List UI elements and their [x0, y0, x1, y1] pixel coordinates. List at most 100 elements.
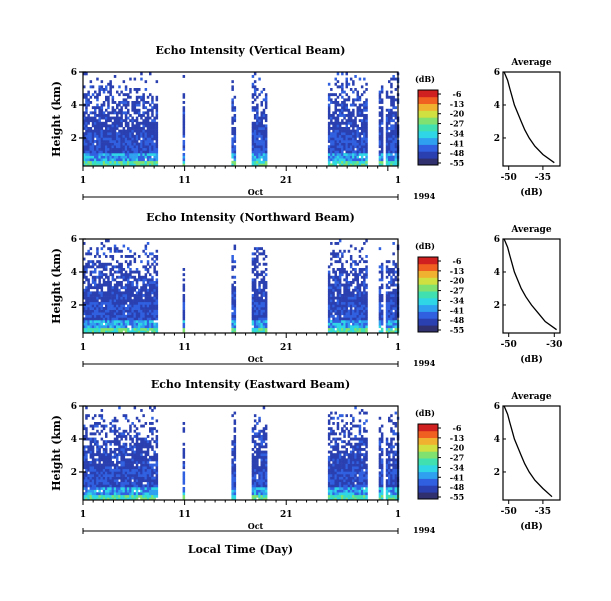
heatmap-cell [256, 145, 259, 149]
heatmap-cell [100, 286, 104, 290]
heatmap-cell [85, 270, 88, 274]
heatmap-cell [392, 106, 395, 110]
heatmap-cell [360, 307, 364, 310]
heatmap-cell [113, 153, 117, 156]
heatmap-cell [253, 142, 257, 146]
heatmap-cell [258, 330, 261, 334]
heatmap-cell [96, 134, 99, 138]
heatmap-cell [233, 304, 237, 308]
heatmap-cell [363, 163, 366, 167]
heatmap-cell [251, 322, 255, 326]
heatmap-cell [122, 127, 126, 130]
heatmap-cell [363, 145, 366, 149]
heatmap-cell [392, 98, 395, 102]
colorbar-tick-label: -13 [450, 99, 465, 109]
heatmap-cell [94, 304, 97, 308]
heatmap-cell [102, 296, 106, 300]
heatmap-cell [354, 317, 357, 321]
heatmap-cell [385, 124, 389, 128]
heatmap-cell [334, 474, 337, 477]
heatmap-cell [116, 325, 119, 329]
heatmap-cell [149, 314, 152, 318]
heatmap-cell [349, 265, 353, 269]
heatmap-cell [354, 160, 357, 164]
heatmap-cell [262, 471, 266, 475]
heatmap-cell [146, 492, 150, 496]
heatmap-cell [258, 437, 261, 441]
heatmap-cell [144, 252, 148, 256]
heatmap-cell [349, 137, 353, 141]
heatmap-cell [356, 453, 359, 457]
heatmap-cell [182, 119, 186, 123]
heatmap-cell [347, 98, 351, 102]
heatmap-cell [94, 424, 97, 428]
heatmap-cell [233, 309, 237, 313]
heatmap-cell [258, 455, 261, 459]
heatmap-cell [116, 155, 119, 159]
heatmap-cell [233, 291, 237, 295]
heatmap-cell [356, 327, 359, 331]
heatmap-cell [360, 153, 364, 156]
heatmap-cell [96, 445, 99, 449]
heatmap-cell [113, 492, 117, 496]
heatmap-cell [253, 309, 257, 313]
heatmap-cell [100, 127, 104, 130]
heatmap-cell [135, 111, 139, 115]
heatmap-cell [231, 458, 234, 462]
heatmap-cell [85, 437, 88, 441]
heatmap-cell [264, 474, 268, 477]
heatmap-cell [343, 479, 346, 483]
heatmap-cell [365, 114, 368, 117]
heatmap-cell [330, 445, 333, 449]
heatmap-cell [138, 461, 141, 464]
heatmap-cell [256, 95, 259, 99]
heatmap-cell [85, 429, 88, 433]
heatmap-cell [140, 481, 143, 485]
heatmap-cell [118, 85, 121, 89]
heatmap-cell [253, 90, 257, 94]
heatmap-cell [385, 140, 389, 143]
heatmap-cell [338, 296, 342, 300]
heatmap-cell [334, 468, 337, 472]
heatmap-cell [343, 450, 346, 454]
heatmap-cell [102, 129, 106, 133]
heatmap-cell [144, 325, 148, 329]
heatmap-cell [120, 492, 123, 496]
heatmap-cell [334, 273, 337, 277]
heatmap-cell [85, 414, 88, 418]
heatmap-cell [385, 116, 389, 120]
heatmap-cell [388, 325, 391, 329]
heatmap-cell [129, 127, 132, 130]
heatmap-cell [338, 270, 342, 274]
heatmap-cell [363, 121, 366, 125]
heatmap-cell [89, 497, 93, 501]
heatmap-cell [345, 142, 348, 146]
heatmap-cell [352, 278, 355, 282]
heatmap-cell [378, 129, 382, 133]
heatmap-cell [116, 103, 119, 107]
heatmap-cell [343, 270, 346, 274]
heatmap-cell [98, 489, 101, 493]
heatmap-cell [338, 145, 342, 149]
heatmap-cell [85, 98, 88, 102]
heatmap-cell [142, 458, 145, 462]
heatmap-cell [142, 283, 145, 287]
heatmap-cell [146, 111, 150, 115]
heatmap-cell [394, 163, 398, 167]
y-axis-label: Height (km) [50, 248, 63, 324]
heatmap-cell [142, 471, 145, 475]
heatmap-cell [138, 127, 141, 130]
heatmap-cell [118, 262, 121, 266]
heatmap-cell [91, 312, 95, 316]
heatmap-cell [262, 158, 266, 162]
heatmap-cell [89, 471, 93, 475]
colorbar-swatch [418, 124, 438, 132]
heatmap-cell [251, 268, 255, 271]
heatmap-cell [113, 129, 117, 133]
heatmap-cell [182, 453, 186, 457]
heatmap-cell [392, 312, 395, 316]
heatmap-cell [135, 116, 139, 120]
heatmap-cell [94, 150, 97, 154]
heatmap-cell [129, 424, 132, 428]
heatmap-cell [100, 155, 104, 159]
